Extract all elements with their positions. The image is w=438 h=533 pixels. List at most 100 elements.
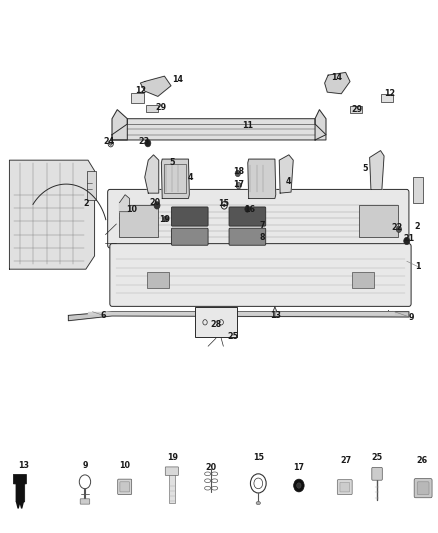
Circle shape <box>154 201 160 209</box>
FancyBboxPatch shape <box>171 228 208 245</box>
Circle shape <box>163 216 168 221</box>
Text: 9: 9 <box>408 313 414 322</box>
Text: 18: 18 <box>233 167 244 176</box>
Circle shape <box>245 206 250 212</box>
FancyBboxPatch shape <box>171 207 208 226</box>
Text: 19: 19 <box>167 454 178 463</box>
Text: 25: 25 <box>227 332 239 341</box>
Text: 19: 19 <box>159 215 170 224</box>
Ellipse shape <box>256 502 261 505</box>
Bar <box>381 94 393 102</box>
Text: 29: 29 <box>155 102 166 111</box>
Polygon shape <box>112 110 127 140</box>
Text: 8: 8 <box>260 233 265 243</box>
Polygon shape <box>141 76 171 96</box>
Circle shape <box>145 140 151 147</box>
Polygon shape <box>10 160 95 269</box>
Polygon shape <box>315 110 326 140</box>
Text: 6: 6 <box>101 311 106 320</box>
Text: 23: 23 <box>138 137 149 146</box>
Text: 15: 15 <box>218 199 229 208</box>
Circle shape <box>110 142 112 146</box>
FancyBboxPatch shape <box>108 189 409 248</box>
Bar <box>87 171 96 200</box>
Text: 4: 4 <box>286 177 292 186</box>
Text: 4: 4 <box>188 173 193 182</box>
Text: 5: 5 <box>363 164 368 173</box>
Text: 12: 12 <box>384 88 395 98</box>
FancyBboxPatch shape <box>165 467 178 475</box>
Text: 20: 20 <box>149 198 160 207</box>
Bar <box>119 205 158 237</box>
Text: 28: 28 <box>210 320 221 329</box>
Text: 13: 13 <box>270 311 281 320</box>
Text: 9: 9 <box>82 461 88 470</box>
Circle shape <box>223 204 226 207</box>
FancyBboxPatch shape <box>16 481 25 502</box>
Text: 7: 7 <box>260 221 265 230</box>
Text: 20: 20 <box>205 463 217 472</box>
Text: 12: 12 <box>135 85 146 94</box>
Text: 15: 15 <box>253 454 264 463</box>
Polygon shape <box>68 312 409 321</box>
Text: 16: 16 <box>244 205 255 214</box>
FancyBboxPatch shape <box>417 482 429 495</box>
Text: 2: 2 <box>83 199 88 208</box>
Text: 29: 29 <box>351 104 363 114</box>
Polygon shape <box>161 159 189 198</box>
Text: 5: 5 <box>170 158 175 167</box>
Text: 17: 17 <box>293 463 304 472</box>
FancyBboxPatch shape <box>110 244 411 306</box>
Bar <box>359 205 398 237</box>
Circle shape <box>297 483 301 488</box>
Bar <box>350 106 362 114</box>
Circle shape <box>293 479 304 492</box>
Text: 17: 17 <box>233 180 244 189</box>
Bar <box>169 474 175 503</box>
FancyBboxPatch shape <box>340 482 350 492</box>
Circle shape <box>235 170 240 176</box>
Text: 10: 10 <box>120 461 131 470</box>
Circle shape <box>236 182 241 189</box>
Bar <box>147 272 169 288</box>
FancyBboxPatch shape <box>229 207 266 226</box>
Polygon shape <box>112 119 326 140</box>
Text: 1: 1 <box>415 262 420 271</box>
Bar <box>131 93 144 103</box>
Bar <box>413 177 423 203</box>
Text: 21: 21 <box>403 234 414 243</box>
Text: 26: 26 <box>417 456 427 464</box>
Text: 11: 11 <box>242 121 253 130</box>
FancyBboxPatch shape <box>13 474 26 484</box>
Text: 2: 2 <box>415 222 420 231</box>
Bar <box>352 272 374 288</box>
FancyBboxPatch shape <box>118 479 132 495</box>
Text: 24: 24 <box>103 137 114 146</box>
Polygon shape <box>279 155 293 193</box>
Text: 13: 13 <box>18 461 29 470</box>
Polygon shape <box>370 151 384 189</box>
Polygon shape <box>325 72 350 94</box>
Circle shape <box>396 226 402 232</box>
Polygon shape <box>120 195 130 212</box>
FancyBboxPatch shape <box>80 499 90 504</box>
Text: 10: 10 <box>126 205 137 214</box>
Bar <box>164 164 186 193</box>
FancyBboxPatch shape <box>229 228 266 245</box>
FancyBboxPatch shape <box>372 467 382 480</box>
Polygon shape <box>16 502 23 508</box>
Text: 25: 25 <box>371 454 383 463</box>
Bar <box>195 308 237 337</box>
Text: 14: 14 <box>332 73 343 82</box>
Bar <box>146 105 158 112</box>
Circle shape <box>404 237 410 245</box>
Text: 22: 22 <box>392 223 403 232</box>
Polygon shape <box>145 155 159 193</box>
Polygon shape <box>88 312 394 314</box>
Text: 27: 27 <box>340 456 351 464</box>
Text: 14: 14 <box>172 75 183 84</box>
FancyBboxPatch shape <box>414 479 432 498</box>
FancyBboxPatch shape <box>120 482 130 492</box>
Polygon shape <box>248 159 276 198</box>
FancyBboxPatch shape <box>337 480 352 495</box>
